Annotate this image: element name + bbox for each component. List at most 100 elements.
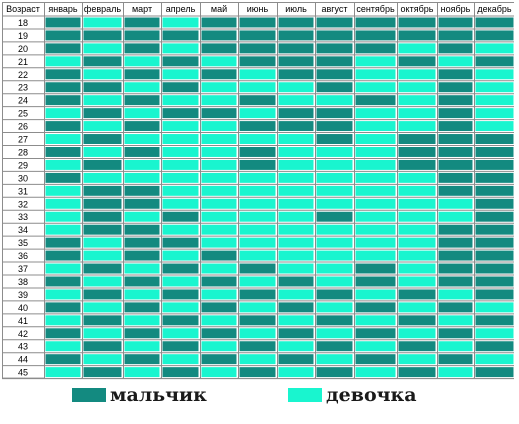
cell-girl (161, 327, 200, 340)
cell-girl (161, 42, 200, 55)
cell-boy (44, 94, 82, 107)
cell-boy (44, 16, 82, 29)
cell-boy (44, 120, 82, 133)
cell-girl (315, 236, 354, 249)
cell-girl (315, 158, 354, 171)
cell-boy (123, 327, 161, 340)
cell-boy (354, 353, 397, 366)
cell-girl (161, 301, 200, 314)
cell-girl (82, 16, 123, 29)
cell-boy (474, 171, 514, 184)
cell-boy (44, 249, 82, 262)
age-label: 25 (18, 109, 28, 119)
cell-girl (277, 146, 315, 158)
cell-girl (161, 353, 200, 366)
cell-girl (123, 262, 161, 275)
cell-girl (277, 81, 315, 94)
cell-boy (123, 16, 161, 29)
cell-girl (238, 210, 277, 223)
cell-girl (397, 210, 437, 223)
cell-girl (474, 327, 514, 340)
cell-girl (354, 158, 397, 171)
cell-boy (82, 133, 123, 146)
cell-boy (354, 275, 397, 288)
legend-boy-swatch (72, 388, 106, 402)
cell-boy (200, 42, 238, 55)
cell-girl (437, 314, 474, 327)
cell-girl (161, 249, 200, 262)
cell-boy (277, 275, 315, 288)
month-label: декабрь (477, 4, 512, 14)
cell-boy (161, 81, 200, 94)
cell-girl (315, 171, 354, 184)
cell-girl (82, 249, 123, 262)
cell-girl (397, 275, 437, 288)
cell-girl (161, 158, 200, 171)
cell-boy (437, 158, 474, 171)
cell-girl (354, 314, 397, 327)
cell-boy (437, 236, 474, 249)
cell-girl (354, 171, 397, 184)
cell-boy (82, 81, 123, 94)
cell-boy (238, 288, 277, 301)
cell-girl (354, 288, 397, 301)
cell-girl (82, 42, 123, 55)
cell-girl (354, 340, 397, 353)
cell-boy (437, 81, 474, 94)
cell-boy (123, 223, 161, 236)
cell-boy (123, 249, 161, 262)
cell-boy (82, 184, 123, 197)
age-label: 21 (18, 57, 28, 67)
cell-boy (474, 184, 514, 197)
cell-girl (200, 158, 238, 171)
cell-girl (238, 223, 277, 236)
cell-girl (277, 223, 315, 236)
cell-girl (277, 184, 315, 197)
cell-girl (315, 184, 354, 197)
cell-girl (238, 68, 277, 81)
age-label: 22 (18, 70, 28, 80)
cell-girl (44, 210, 82, 223)
cell-girl (238, 353, 277, 366)
cell-boy (161, 366, 200, 379)
cell-boy (397, 366, 437, 379)
age-label: 41 (18, 316, 28, 326)
cell-girl (277, 314, 315, 327)
cell-boy (200, 68, 238, 81)
cell-boy (474, 314, 514, 327)
cell-girl (200, 366, 238, 379)
age-label: 30 (18, 173, 28, 183)
cell-girl (354, 223, 397, 236)
cell-girl (397, 197, 437, 210)
cell-girl (315, 249, 354, 262)
cell-boy (123, 146, 161, 158)
cell-boy (397, 29, 437, 42)
cell-girl (238, 275, 277, 288)
age-label: 29 (18, 160, 28, 170)
cell-boy (277, 68, 315, 81)
cell-boy (238, 158, 277, 171)
cell-girl (437, 340, 474, 353)
cell-girl (200, 223, 238, 236)
cell-boy (437, 42, 474, 55)
month-label: апрель (166, 4, 196, 14)
cell-girl (82, 171, 123, 184)
cell-girl (161, 133, 200, 146)
cell-girl (200, 210, 238, 223)
cell-girl (44, 340, 82, 353)
cell-girl (277, 171, 315, 184)
cell-boy (44, 171, 82, 184)
cell-girl (200, 146, 238, 158)
cell-boy (44, 301, 82, 314)
cell-boy (315, 120, 354, 133)
cell-girl (161, 120, 200, 133)
cell-girl (44, 107, 82, 120)
cell-girl (437, 210, 474, 223)
cell-girl (277, 94, 315, 107)
cell-girl (200, 288, 238, 301)
cell-girl (277, 133, 315, 146)
cell-boy (161, 288, 200, 301)
month-label: сентябрь (356, 4, 395, 14)
cell-girl (277, 197, 315, 210)
cell-boy (437, 146, 474, 158)
